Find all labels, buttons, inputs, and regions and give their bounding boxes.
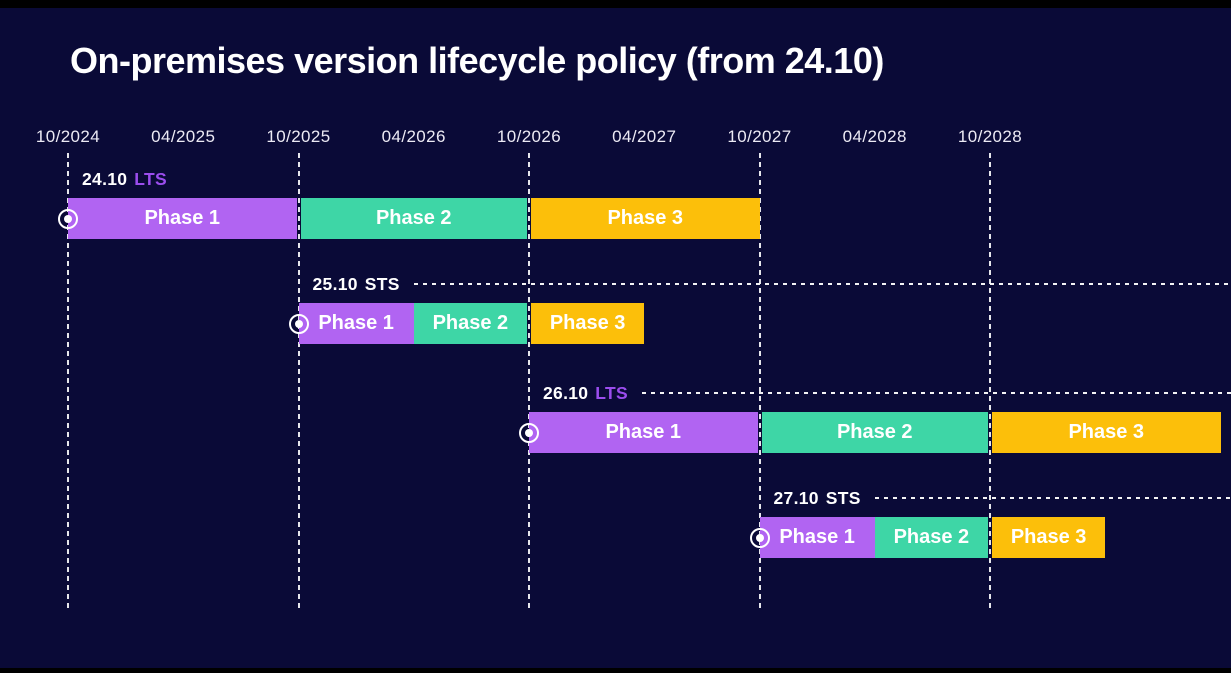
phase-bar-25.10-1: Phase 1 — [298, 303, 414, 344]
gridline-october-2026 — [528, 153, 530, 612]
release-label-25.10: 25.10 STS — [313, 273, 1231, 295]
release-version-text: 26.10 — [543, 382, 589, 403]
label-leader-dashed-line — [413, 283, 1231, 285]
phase-bar-label: Phase 2 — [836, 421, 913, 443]
release-version-text: 27.10 — [773, 487, 819, 508]
axis-tick-label: 10/2024 — [35, 127, 101, 146]
phase-bar-label: Phase 3 — [1068, 421, 1145, 443]
release-start-marker-dot — [525, 428, 533, 437]
release-label-27.10: 27.10 STS — [774, 487, 1231, 509]
phase-bar-label: Phase 3 — [1010, 526, 1087, 548]
axis-tick-label: 04/2026 — [381, 127, 446, 146]
release-start-marker-dot — [755, 533, 764, 542]
release-version-text: 25.10 — [312, 273, 358, 294]
top-border-strip — [0, 0, 1231, 8]
gridline-october-2027 — [758, 153, 761, 612]
release-channel-badge: LTS — [134, 168, 167, 189]
release-start-marker-dot — [64, 214, 72, 223]
gridline-october-2024 — [67, 153, 69, 612]
phase-bar-label: Phase 3 — [607, 207, 684, 229]
phase-bar-27.10-3: Phase 3 — [992, 517, 1106, 558]
release-start-marker-icon — [58, 208, 78, 229]
phase-bar-24.10-2: Phase 2 — [300, 198, 527, 239]
axis-tick-label: 04/2027 — [612, 127, 677, 146]
gridline-october-2025 — [297, 153, 300, 612]
phase-bar-label: Phase 2 — [375, 207, 452, 229]
phase-bar-26.10-1: Phase 1 — [529, 412, 758, 453]
axis-tick-label: 10/2027 — [727, 127, 792, 146]
axis-tick-label: 10/2026 — [496, 127, 562, 146]
release-start-marker-icon — [519, 422, 539, 443]
phase-bar-24.10-1: Phase 1 — [68, 198, 297, 239]
phase-bar-label: Phase 1 — [605, 421, 682, 443]
phase-bar-label: Phase 1 — [144, 207, 221, 229]
axis-tick-label: 10/2028 — [957, 127, 1023, 146]
phase-bar-27.10-1: Phase 1 — [759, 517, 875, 558]
phase-bar-label: Phase 1 — [318, 312, 394, 334]
release-channel-badge: STS — [825, 487, 861, 508]
axis-tick-label: 10/2025 — [266, 127, 331, 146]
label-leader-dashed-line — [874, 497, 1231, 499]
phase-bar-label: Phase 3 — [549, 312, 626, 334]
phase-bar-26.10-2: Phase 2 — [761, 412, 988, 453]
gridline-october-2028 — [989, 153, 991, 612]
bottom-border-strip — [0, 668, 1231, 673]
phase-bar-label: Phase 2 — [893, 526, 970, 548]
release-start-marker-dot — [294, 319, 303, 328]
release-start-marker-icon — [288, 313, 309, 334]
release-start-marker-icon — [749, 527, 770, 548]
phase-bar-25.10-3: Phase 3 — [531, 303, 645, 344]
phase-bar-24.10-3: Phase 3 — [531, 198, 760, 239]
release-label-24.10: 24.10 LTS — [82, 168, 1231, 190]
release-channel-badge: STS — [364, 273, 400, 294]
axis-tick-label: 04/2028 — [842, 127, 907, 146]
phase-bar-label: Phase 1 — [779, 526, 855, 548]
page-title: On-premises version lifecycle policy (fr… — [70, 40, 884, 81]
phase-bar-27.10-2: Phase 2 — [874, 517, 988, 558]
label-leader-dashed-line — [641, 392, 1231, 394]
release-version-text: 24.10 — [82, 168, 128, 189]
phase-bar-label: Phase 2 — [432, 312, 509, 334]
phase-bar-25.10-2: Phase 2 — [413, 303, 527, 344]
phase-bar-26.10-3: Phase 3 — [992, 412, 1221, 453]
release-label-26.10: 26.10 LTS — [543, 382, 1231, 404]
axis-tick-label: 04/2025 — [151, 127, 216, 146]
release-channel-badge: LTS — [595, 382, 628, 403]
